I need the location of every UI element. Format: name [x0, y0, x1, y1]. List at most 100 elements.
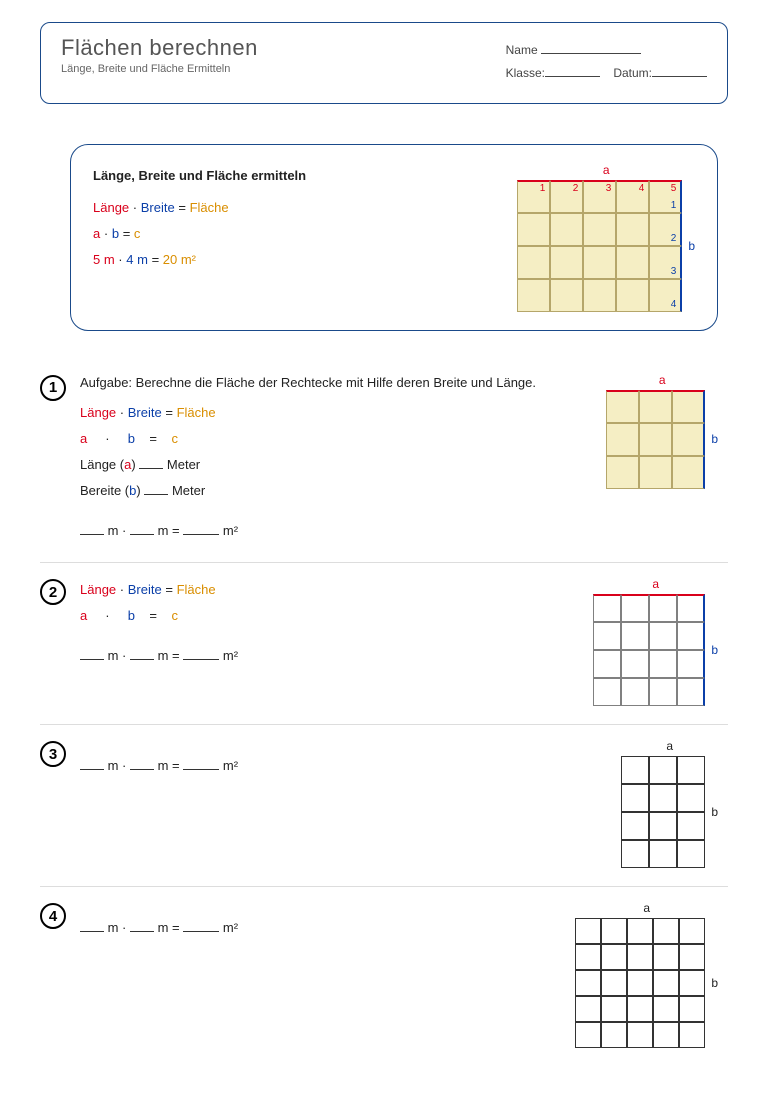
name-field-row: Name: [506, 39, 707, 62]
grid-cell: [627, 996, 653, 1022]
grid-cell: [679, 944, 705, 970]
formula-val-c: 20 m²: [163, 252, 196, 267]
grid-cell: [583, 279, 616, 312]
grid-cell: [649, 678, 677, 706]
exercise-number-badge: 1: [40, 375, 66, 401]
grid-row-number: 3: [671, 266, 677, 277]
formula-word-c: Fläche: [190, 200, 229, 215]
grid-cell: [677, 812, 705, 840]
info-text: Länge, Breite und Fläche ermitteln Länge…: [93, 163, 477, 273]
answer-blank[interactable]: [80, 650, 104, 660]
exercise-body: m · m = m² ab: [80, 901, 718, 1048]
grid-figure: ab: [593, 577, 718, 706]
grid-row-number: 4: [671, 299, 677, 310]
formula-word-b: Breite: [141, 200, 175, 215]
grid-top-label: a: [659, 373, 666, 387]
grid-cell: [621, 784, 649, 812]
answer-blank[interactable]: [80, 760, 104, 770]
answer-blank[interactable]: [130, 525, 154, 535]
grid-cell: [639, 456, 672, 489]
class-blank[interactable]: [545, 65, 600, 77]
grid-cell: [575, 996, 601, 1022]
name-blank[interactable]: [541, 42, 641, 54]
answer-blank[interactable]: [183, 922, 219, 932]
length-line: Länge (a) Meter: [80, 452, 576, 478]
grid-cell: [653, 970, 679, 996]
grid-figure: ab: [621, 739, 718, 868]
grid-cell: [627, 970, 653, 996]
grid-top-label: a: [652, 577, 659, 591]
grid-cell: [616, 213, 649, 246]
grid-cell: [601, 944, 627, 970]
info-box: Länge, Breite und Fläche ermitteln Länge…: [70, 144, 718, 331]
answer-blank[interactable]: [80, 525, 104, 535]
formula-words: Länge · Breite = Fläche: [93, 195, 477, 221]
grid-cell: [677, 678, 705, 706]
grid-cell: [649, 756, 677, 784]
grid-cell: [621, 756, 649, 784]
answer-line: m · m = m²: [80, 753, 591, 779]
answer-blank[interactable]: [130, 650, 154, 660]
formula-vars: a · b = c: [80, 426, 576, 452]
formula-val-b: 4 m: [126, 252, 148, 267]
length-blank[interactable]: [139, 459, 163, 469]
formula-eq: =: [152, 252, 160, 267]
grid-cell: 4: [649, 279, 682, 312]
grid-cell: [601, 918, 627, 944]
grid-cell: [575, 1022, 601, 1048]
answer-blank[interactable]: [130, 922, 154, 932]
formula-var-a: a: [93, 226, 100, 241]
formula-dot: ·: [118, 252, 122, 267]
grid-cell: [593, 622, 621, 650]
page-title: Flächen berechnen: [61, 35, 258, 61]
grid-cell: [677, 594, 705, 622]
grid-row-wrap: b: [621, 756, 718, 868]
exercise: 1 Aufgabe: Berechne die Fläche der Rechte…: [40, 359, 728, 564]
exercise-number-badge: 4: [40, 903, 66, 929]
formula-eq: =: [178, 200, 186, 215]
grid-cell: [679, 918, 705, 944]
grid-cell: [621, 622, 649, 650]
grid-cell: [679, 1022, 705, 1048]
answer-blank[interactable]: [183, 760, 219, 770]
width-blank[interactable]: [144, 485, 168, 495]
answer-line: m · m = m²: [80, 915, 545, 941]
date-label: Datum:: [613, 66, 652, 80]
grid-cell: [616, 246, 649, 279]
grid-top-label: a: [666, 739, 673, 753]
answer-blank[interactable]: [183, 525, 219, 535]
grid-cell: [649, 650, 677, 678]
grid-cell: 3: [649, 246, 682, 279]
grid-col-number: 1: [540, 183, 546, 194]
exercise: 2Länge · Breite = Flächea · b = c m · m …: [40, 563, 728, 725]
grid-cell: 3: [583, 180, 616, 213]
grid-row-wrap: b: [606, 390, 718, 489]
grid-cell: [616, 279, 649, 312]
grid-cell: [550, 213, 583, 246]
grid-cell: [649, 840, 677, 868]
date-blank[interactable]: [652, 65, 707, 77]
answer-blank[interactable]: [183, 650, 219, 660]
formula-values: 5 m · 4 m = 20 m²: [93, 247, 477, 273]
grid-cell: [606, 390, 639, 423]
width-line: Bereite (b) Meter: [80, 478, 576, 504]
exercise-body: Aufgabe: Berechne die Fläche der Rechtec…: [80, 373, 718, 545]
answer-blank[interactable]: [80, 922, 104, 932]
header-right: Name Klasse: Datum:: [506, 35, 707, 85]
grid-cell: [621, 594, 649, 622]
grid-col-number: 3: [606, 183, 612, 194]
grid-figure: ab: [575, 901, 718, 1048]
grid-cell: [621, 840, 649, 868]
answer-blank[interactable]: [130, 760, 154, 770]
exercises-container: 1 Aufgabe: Berechne die Fläche der Rechte…: [40, 359, 728, 1067]
grid-cell: [593, 650, 621, 678]
grid: [593, 594, 705, 706]
formula-vars: a · b = c: [93, 221, 477, 247]
grid-cell: [583, 246, 616, 279]
exercise-text: Länge · Breite = Flächea · b = c m · m =…: [80, 577, 563, 669]
grid-cell: [639, 390, 672, 423]
exercise-text: m · m = m²: [80, 901, 545, 941]
grid-cell: [517, 246, 550, 279]
grid-cell: 2: [649, 213, 682, 246]
formula-vars: a · b = c: [80, 603, 563, 629]
